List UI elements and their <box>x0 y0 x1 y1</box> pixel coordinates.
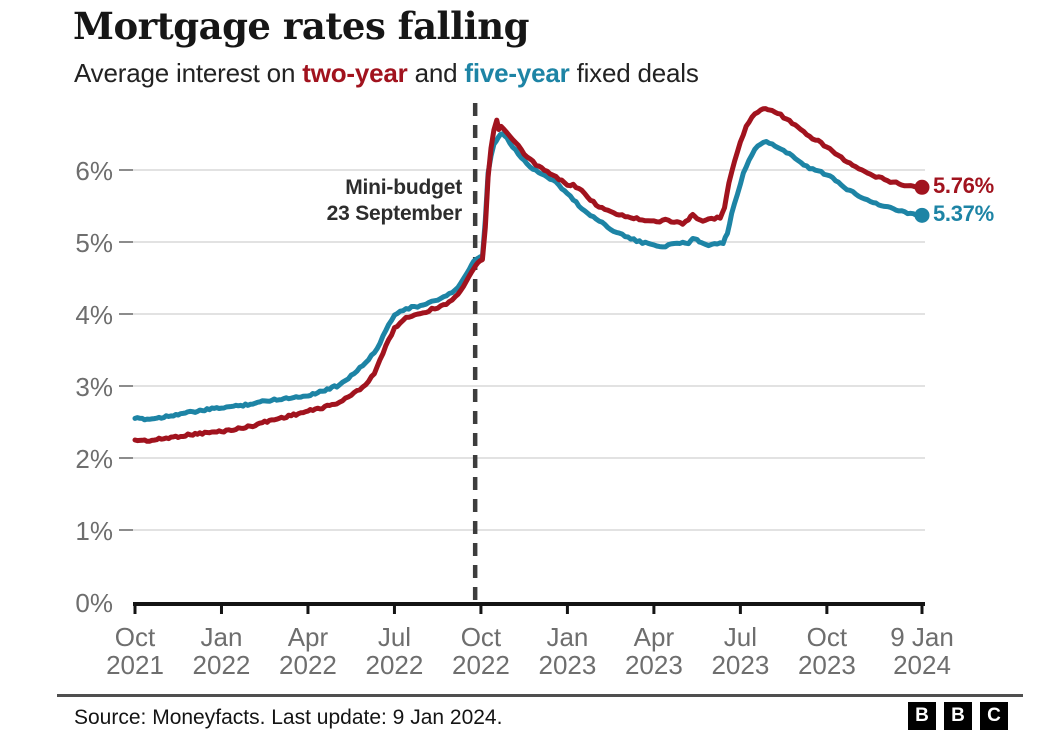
two-year-line <box>132 106 925 444</box>
x-axis-label: 2021 <box>106 650 164 680</box>
x-axis-label: 2023 <box>625 650 683 680</box>
legend-five-year: five-year <box>464 58 570 88</box>
bbc-logo: B B C <box>908 702 1008 730</box>
footer-divider <box>57 694 1023 697</box>
mini-budget-annotation: Mini-budget 23 September <box>326 175 463 227</box>
x-axis-label: 9 Jan <box>890 622 954 652</box>
y-axis-label: 6% <box>75 156 113 186</box>
subtitle-mid: and <box>407 58 465 88</box>
x-axis-label: Jan <box>546 622 588 652</box>
y-axis-label: 1% <box>75 516 113 546</box>
x-axis-label: 2022 <box>279 650 337 680</box>
x-axis-label: Apr <box>634 622 675 652</box>
legend-two-year: two-year <box>302 58 408 88</box>
two-year-end-dot <box>914 179 930 195</box>
x-axis-label: 2023 <box>538 650 596 680</box>
bbc-logo-letter: B <box>908 702 936 730</box>
x-axis-label: 2023 <box>711 650 769 680</box>
five-year-line <box>132 131 925 423</box>
annotation-line2: 23 September <box>326 202 463 225</box>
annotation-line1: Mini-budget <box>345 176 462 199</box>
x-axis-label: 2022 <box>366 650 424 680</box>
five-year-value-label: 5.37% <box>933 201 994 226</box>
page-title: Mortgage rates falling <box>73 4 530 48</box>
y-axis-label: 5% <box>75 228 113 258</box>
x-axis-label: Oct <box>807 622 848 652</box>
y-axis-label: 2% <box>75 444 113 474</box>
x-axis-label: 2022 <box>193 650 251 680</box>
two-year-value-label: 5.76% <box>933 173 994 198</box>
chart-subtitle: Average interest on two-year and five-ye… <box>74 58 699 89</box>
five-year-end-dot <box>914 207 930 223</box>
x-axis-label: 2022 <box>452 650 510 680</box>
x-axis-label: Jul <box>724 622 757 652</box>
y-axis-label: 3% <box>75 372 113 402</box>
x-axis-label: 2023 <box>798 650 856 680</box>
bbc-logo-letter: B <box>944 702 972 730</box>
x-axis-label: Jan <box>201 622 243 652</box>
y-axis-label: 4% <box>75 300 113 330</box>
subtitle-prefix: Average interest on <box>74 58 303 88</box>
x-axis-label: Jul <box>378 622 411 652</box>
source-text: Source: Moneyfacts. Last update: 9 Jan 2… <box>74 706 503 729</box>
y-axis-label: 0% <box>75 588 113 618</box>
x-axis-label: Apr <box>288 622 329 652</box>
bbc-logo-letter: C <box>980 702 1008 730</box>
subtitle-suffix: fixed deals <box>569 58 699 88</box>
x-axis-label: 2024 <box>893 650 951 680</box>
x-axis-label: Oct <box>461 622 502 652</box>
x-axis-label: Oct <box>115 622 156 652</box>
